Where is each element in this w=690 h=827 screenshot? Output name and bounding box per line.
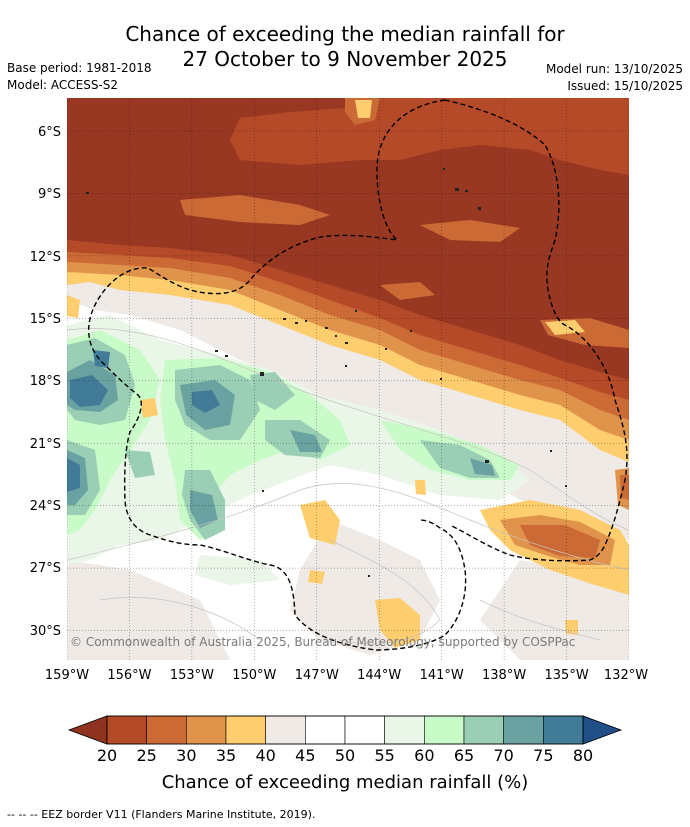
lon-tick-labels: 159°W 156°W 153°W 150°W 147°W 144°W 141°… xyxy=(45,668,648,683)
colorbar-tick-label: 80 xyxy=(573,746,593,765)
colorbar-tick-label: 40 xyxy=(255,746,275,765)
islands xyxy=(86,168,567,577)
lat-tick-label: 30°S xyxy=(30,624,61,639)
colorbar-cell xyxy=(503,715,544,745)
colorbar-cell xyxy=(265,715,306,745)
model-run-label: Model run: 13/10/2025 xyxy=(545,62,683,76)
colorbar-cell xyxy=(106,715,147,745)
colorbar-cell xyxy=(463,715,504,745)
graticule xyxy=(67,98,629,660)
lon-tick-label: 141°W xyxy=(420,668,464,683)
meta-left: Base period: 1981-2018 Model: ACCESS-S2 xyxy=(7,60,152,94)
colorbar-cell xyxy=(543,715,584,745)
map-plot-area: © Commonwealth of Australia 2025, Bureau… xyxy=(67,98,629,660)
meta-right: Model run: 13/10/2025 Issued: 15/10/2025 xyxy=(546,61,683,95)
lat-tick-label: 6°S xyxy=(38,125,61,140)
base-period-label: Base period: 1981-2018 xyxy=(7,61,152,75)
colorbar-under-arrow xyxy=(67,715,108,745)
colorbar-cell xyxy=(384,715,425,745)
issued-label: Issued: 15/10/2025 xyxy=(567,79,683,93)
lat-tick-label: 15°S xyxy=(30,312,61,327)
colorbar-cell xyxy=(424,715,465,745)
colorbar-tick-label: 70 xyxy=(493,746,513,765)
lon-tick-label: 144°W xyxy=(357,668,401,683)
colorbar-cell xyxy=(225,715,266,745)
lat-tick-label: 18°S xyxy=(30,374,61,389)
colorbar-labels: 20 25 30 35 40 45 50 55 60 65 70 75 80 xyxy=(97,746,593,765)
colorbar-cells xyxy=(106,715,584,745)
map-title: Chance of exceeding the median rainfall … xyxy=(0,22,690,72)
colorbar-cell xyxy=(305,715,346,745)
lat-tick-label: 12°S xyxy=(30,250,61,265)
eez-border xyxy=(88,99,628,651)
colorbar-tick-label: 65 xyxy=(454,746,474,765)
contour-lines xyxy=(67,328,629,645)
lon-tick-label: 132°W xyxy=(604,668,648,683)
lat-tick-labels: 6°S 9°S 12°S 15°S 18°S 21°S 24°S 27°S 30… xyxy=(30,125,61,639)
colorbar-tick-label: 75 xyxy=(533,746,553,765)
colorbar-tick-label: 30 xyxy=(176,746,196,765)
lon-tick-label: 135°W xyxy=(545,668,589,683)
colorbar-title: Chance of exceeding median rainfall (%) xyxy=(162,772,529,793)
lon-tick-label: 153°W xyxy=(170,668,214,683)
lon-tick-label: 156°W xyxy=(107,668,151,683)
colorbar-over-arrow xyxy=(582,715,623,745)
lat-tick-label: 24°S xyxy=(30,499,61,514)
colorbar-outline xyxy=(106,715,584,745)
colorbar-tick-label: 55 xyxy=(374,746,394,765)
lon-tick-label: 138°W xyxy=(482,668,526,683)
dry-band-yellow-streaks xyxy=(355,100,585,335)
lon-tick-label: 147°W xyxy=(295,668,339,683)
lat-tick-label: 21°S xyxy=(30,437,61,452)
colorbar-cell xyxy=(186,715,227,745)
lat-tick-label: 27°S xyxy=(30,561,61,576)
colorbar-cell xyxy=(344,715,385,745)
colorbar: 20 25 30 35 40 45 50 55 60 65 70 75 80 Chance of exc… xyxy=(67,715,623,793)
colorbar-tick-label: 20 xyxy=(97,746,117,765)
probability-75-80-fill xyxy=(67,350,220,492)
model-label: Model: ACCESS-S2 xyxy=(7,78,119,92)
copyright-text: © Commonwealth of Australia 2025, Bureau… xyxy=(70,635,575,649)
eez-footnote: -- -- -- EEZ border V11 (Flanders Marine… xyxy=(7,808,316,821)
title-line-2: 27 October to 9 November 2025 xyxy=(182,47,508,71)
lon-tick-label: 159°W xyxy=(45,668,89,683)
colorbar-tick-label: 35 xyxy=(216,746,236,765)
title-line-1: Chance of exceeding the median rainfall … xyxy=(125,22,565,46)
colorbar-tick-label: 50 xyxy=(335,746,355,765)
colorbar-cell xyxy=(146,715,187,745)
lat-tick-label: 9°S xyxy=(38,187,61,202)
map-figure: © Commonwealth of Australia 2025, Bureau… xyxy=(30,98,648,793)
colorbar-tick-label: 60 xyxy=(414,746,434,765)
colorbar-tick-label: 25 xyxy=(136,746,156,765)
colorbar-tick-label: 45 xyxy=(295,746,315,765)
lon-tick-label: 150°W xyxy=(232,668,276,683)
probability-below-20-fill xyxy=(67,98,629,380)
